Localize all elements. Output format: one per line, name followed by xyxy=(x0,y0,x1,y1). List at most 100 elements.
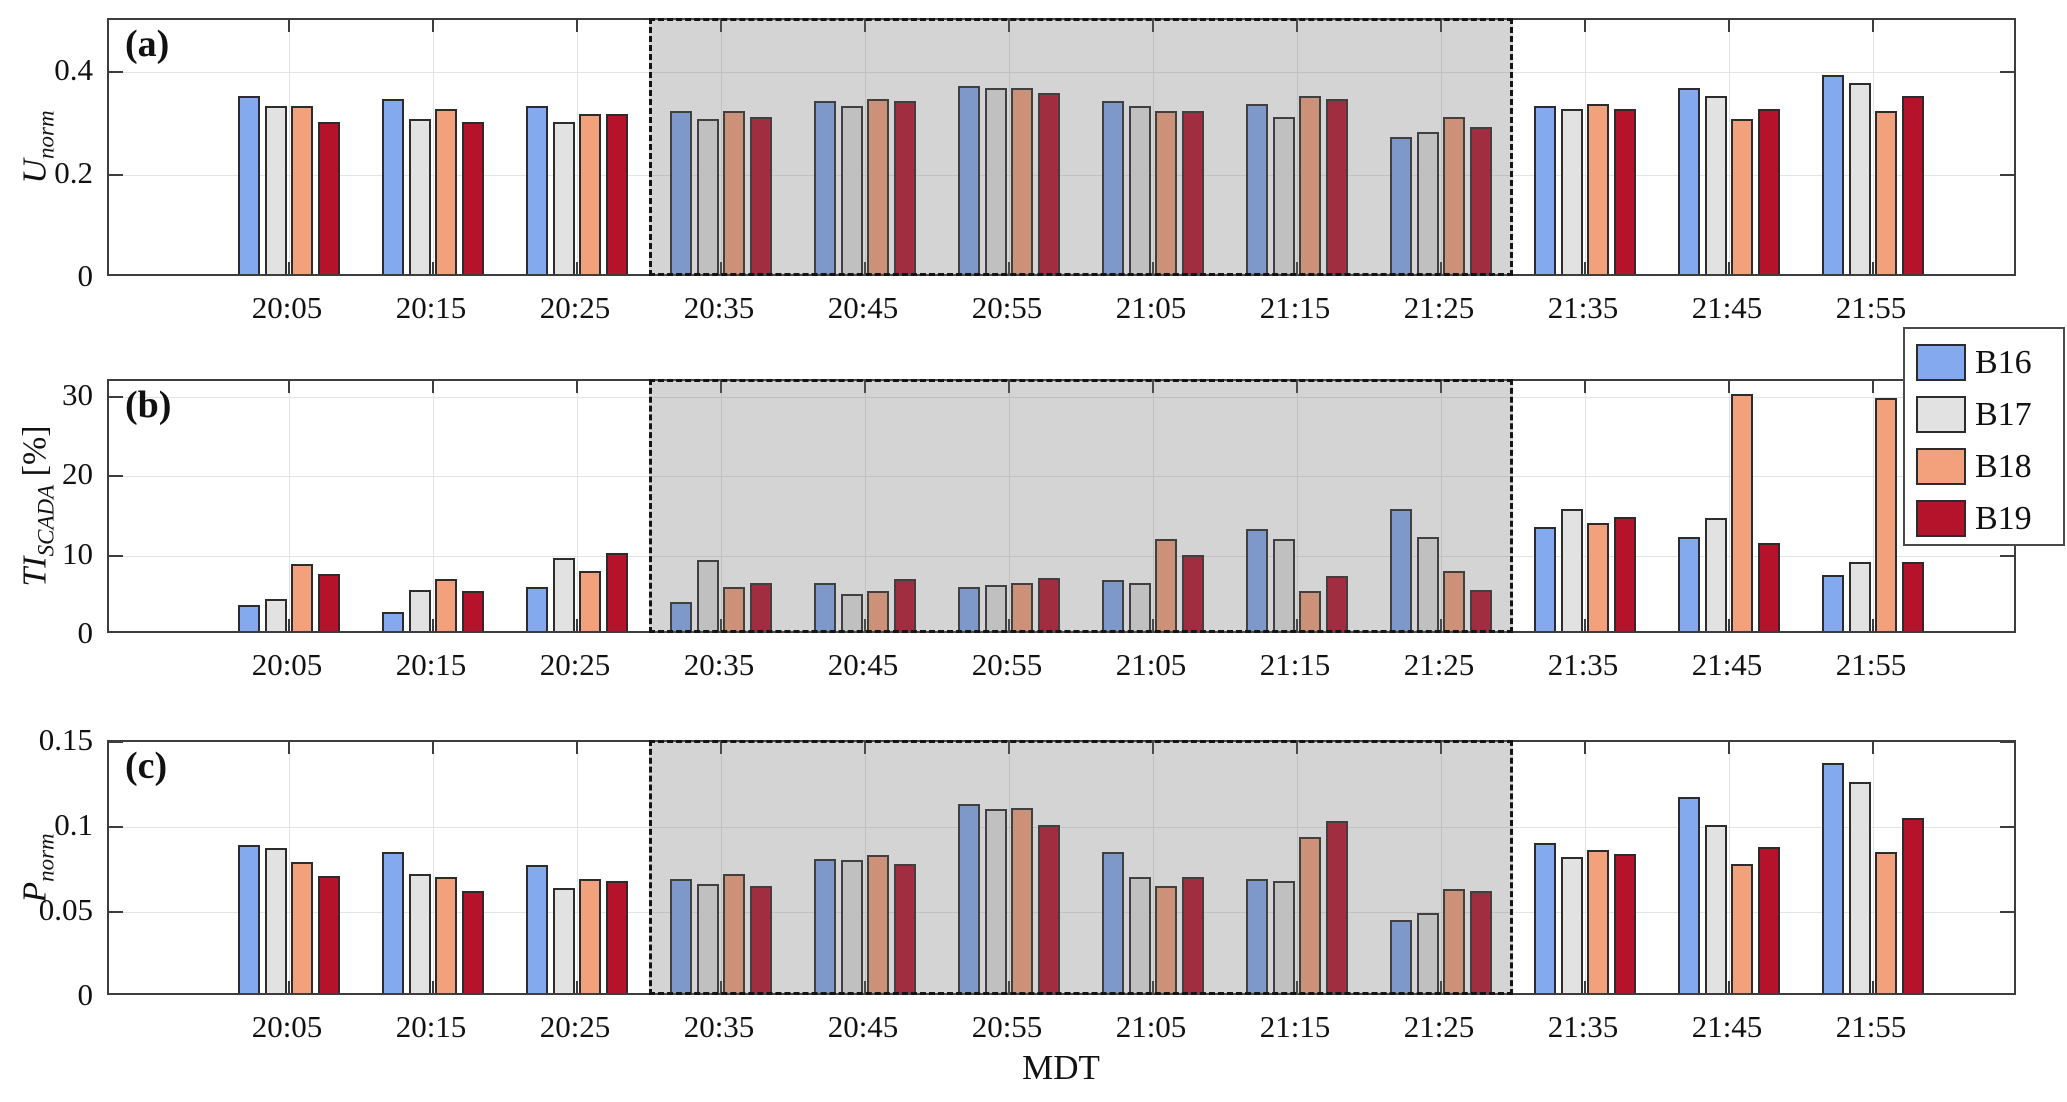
B18-bar xyxy=(579,114,601,274)
gridline-x xyxy=(1729,20,1730,274)
bar-group-21:05 xyxy=(1102,20,1204,274)
bar-group-20:55 xyxy=(958,381,1060,631)
x-tick-mark xyxy=(1008,742,1010,754)
y-tick-mark xyxy=(109,71,123,73)
x-tick-label: 21:15 xyxy=(1259,1009,1331,1044)
legend-swatch-B17 xyxy=(1916,396,1966,433)
bar-group-21:25 xyxy=(1390,742,1492,993)
x-tick-mark xyxy=(1296,981,1298,993)
x-tick-label: 21:45 xyxy=(1691,647,1763,682)
bar-group-21:45 xyxy=(1678,742,1780,993)
B19-bar xyxy=(894,101,916,274)
x-tick-label: 21:25 xyxy=(1403,290,1475,325)
B16-bar xyxy=(958,804,980,993)
y-tick-mark xyxy=(109,475,123,477)
B16-bar xyxy=(958,587,980,631)
legend-label: B19 xyxy=(1975,500,2032,537)
B16-bar xyxy=(382,99,404,274)
B18-bar xyxy=(1587,523,1609,631)
B16-bar xyxy=(670,111,692,274)
bar-group-21:55 xyxy=(1822,381,1924,631)
bar-group-21:05 xyxy=(1102,742,1204,993)
B17-bar xyxy=(985,809,1007,993)
B17-bar xyxy=(697,884,719,993)
B16-bar xyxy=(1390,137,1412,274)
x-tick-mark xyxy=(1872,742,1874,754)
y-tick-label: 0.2 xyxy=(54,155,93,190)
B16-bar xyxy=(670,602,692,631)
B19-bar xyxy=(318,574,340,631)
bar-group-21:15 xyxy=(1246,381,1348,631)
x-tick-mark xyxy=(720,742,722,754)
B17-bar xyxy=(1273,881,1295,993)
x-tick-mark xyxy=(1008,619,1010,631)
B17-bar xyxy=(1417,132,1439,274)
y-tick-mark xyxy=(2000,741,2014,743)
bar-group-20:25 xyxy=(526,381,628,631)
x-tick-mark xyxy=(1872,981,1874,993)
B17-bar xyxy=(1129,583,1151,631)
x-tick-mark xyxy=(288,742,290,754)
B16-bar xyxy=(1822,763,1844,993)
B19-bar xyxy=(1182,555,1204,631)
x-tick-mark xyxy=(1152,20,1154,32)
y-tick-mark xyxy=(2000,911,2014,913)
x-tick-mark xyxy=(1728,20,1730,32)
x-tick-mark xyxy=(1584,20,1586,32)
B16-bar xyxy=(958,86,980,274)
legend-swatch-B19 xyxy=(1916,500,1966,537)
y-tick-mark xyxy=(2000,71,2014,73)
bar-group-21:35 xyxy=(1534,742,1636,993)
B18-bar xyxy=(1443,571,1465,631)
B17-bar xyxy=(1849,782,1871,993)
x-tick-label: 20:45 xyxy=(827,1009,899,1044)
bar-group-20:35 xyxy=(670,20,772,274)
shaded-region xyxy=(649,379,1513,633)
x-tick-label: 20:25 xyxy=(539,1009,611,1044)
B18-bar xyxy=(867,855,889,993)
gridline-x xyxy=(865,20,866,274)
B17-bar xyxy=(1849,562,1871,631)
bar-group-21:55 xyxy=(1822,20,1924,274)
B17-bar xyxy=(985,585,1007,631)
B17-bar xyxy=(841,106,863,274)
x-tick-mark xyxy=(1440,381,1442,393)
x-tick-mark xyxy=(576,742,578,754)
gridline-x xyxy=(433,20,434,274)
B17-bar xyxy=(697,119,719,274)
legend-swatch-B18 xyxy=(1916,448,1966,485)
x-tick-mark xyxy=(1440,981,1442,993)
gridline-x xyxy=(577,381,578,631)
B18-bar xyxy=(291,106,313,274)
B17-bar xyxy=(1417,537,1439,631)
panel-letter-c: (c) xyxy=(125,745,168,787)
legend-swatch-B16 xyxy=(1916,344,1966,381)
gridline-y xyxy=(109,397,2014,398)
gridline-y xyxy=(109,72,2014,73)
bar-group-20:55 xyxy=(958,742,1060,993)
gridline-x xyxy=(865,381,866,631)
B16-bar xyxy=(1678,537,1700,631)
B18-bar xyxy=(1587,850,1609,993)
B19-bar xyxy=(1038,93,1060,274)
B18-bar xyxy=(1299,591,1321,631)
B18-bar xyxy=(1587,104,1609,274)
x-tick-label: 20:15 xyxy=(395,290,467,325)
x-tick-label: 21:25 xyxy=(1403,647,1475,682)
B19-bar xyxy=(606,881,628,993)
B18-bar xyxy=(1443,889,1465,993)
x-tick-mark xyxy=(864,981,866,993)
legend-item-B16: B16 xyxy=(1905,337,2063,389)
x-tick-label: 21:15 xyxy=(1259,290,1331,325)
B17-bar xyxy=(1561,857,1583,993)
x-tick-mark xyxy=(576,381,578,393)
B19-bar xyxy=(894,579,916,631)
gridline-x xyxy=(1585,20,1586,274)
bar-group-20:05 xyxy=(238,20,340,274)
y-tick-label: 0 xyxy=(77,977,94,1012)
gridline-x xyxy=(289,742,290,993)
x-tick-mark xyxy=(1584,981,1586,993)
bar-group-21:15 xyxy=(1246,20,1348,274)
x-tick-mark xyxy=(432,381,434,393)
B17-bar xyxy=(553,888,575,993)
